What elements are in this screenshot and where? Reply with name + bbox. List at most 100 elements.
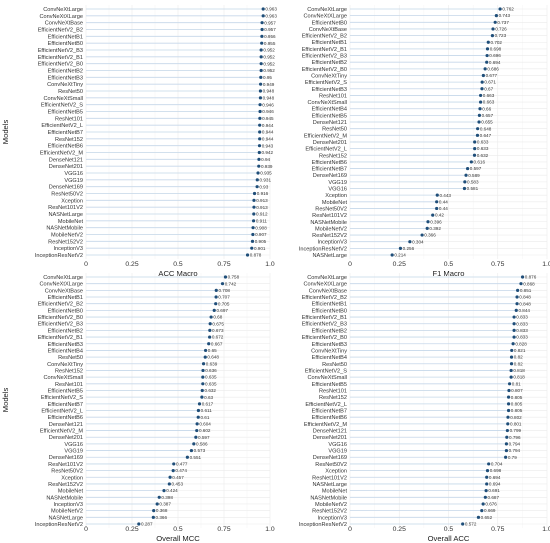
data-label: 0.663 <box>483 93 495 98</box>
data-label: 0.589 <box>468 173 480 178</box>
data-label: 0.366 <box>424 233 436 238</box>
data-label: 0.635 <box>205 381 217 386</box>
category-label: EfficientNetB2 <box>312 328 347 334</box>
data-point <box>476 515 481 519</box>
data-label: 0.805 <box>511 395 523 400</box>
category-label: ResNet101V2 <box>312 213 347 219</box>
category-label: VGG19 <box>328 180 347 186</box>
data-label: 0.474 <box>175 468 187 473</box>
data-label: 0.44 <box>439 199 448 204</box>
data-point <box>481 73 485 78</box>
data-point <box>252 205 256 209</box>
data-point <box>203 355 207 359</box>
data-point <box>201 362 206 366</box>
data-point <box>259 75 263 79</box>
data-point <box>200 388 204 393</box>
data-label: 0.655 <box>481 120 493 125</box>
category-label: DenseNet121 <box>49 422 83 428</box>
data-point <box>479 93 483 98</box>
category-label: VGG19 <box>64 178 83 184</box>
category-label: EfficientNetV2_B3 <box>38 48 83 54</box>
x-tick-label: 0.75 <box>491 526 504 533</box>
data-label: 0.963 <box>265 7 277 12</box>
data-point <box>498 7 502 11</box>
data-label: 0.963 <box>265 13 277 18</box>
category-label: EfficientNetV2_S <box>41 103 83 109</box>
data-label: 0.81 <box>512 381 521 386</box>
category-label: MobileNet <box>58 489 84 495</box>
category-label: EfficientNetB5 <box>48 110 83 116</box>
data-label: 0.698 <box>490 468 502 473</box>
data-point <box>245 253 250 257</box>
data-point <box>475 133 480 137</box>
y-axis-title: Models <box>1 120 10 145</box>
category-label: DenseNet169 <box>49 455 83 461</box>
category-label: EfficientNetB6 <box>48 415 83 421</box>
data-point <box>195 422 199 426</box>
data-label: 0.586 <box>196 441 208 446</box>
data-label: 0.833 <box>516 335 528 340</box>
category-label: MobileNetV2 <box>315 226 347 232</box>
data-point <box>512 315 516 319</box>
category-label: EfficientNetV2_B1 <box>302 315 347 321</box>
data-label: 0.65 <box>208 348 217 353</box>
data-label: 0.912 <box>256 212 268 217</box>
data-point <box>259 55 263 59</box>
category-label: EfficientNetV2_B1 <box>302 47 347 53</box>
data-label: 0.833 <box>516 321 528 326</box>
data-label: 0.443 <box>439 193 451 198</box>
data-label: 0.905 <box>255 239 267 244</box>
data-point <box>220 282 225 286</box>
data-point <box>212 308 216 312</box>
category-label: EfficientNetV2_L <box>41 123 83 129</box>
category-label: EfficientNetV2_L <box>305 147 347 153</box>
data-point <box>511 342 515 346</box>
data-label: 0.657 <box>482 113 494 118</box>
data-point <box>258 109 262 114</box>
data-label: 0.387 <box>159 502 171 507</box>
data-label: 0.632 <box>204 388 216 393</box>
data-point <box>425 226 429 231</box>
category-label: EfficientNetV2_B0 <box>302 335 347 341</box>
data-point <box>260 34 264 38</box>
data-label: 0.632 <box>477 153 489 158</box>
x-tick-label: 0.25 <box>393 526 406 533</box>
data-label: 0.848 <box>519 301 531 306</box>
data-point <box>473 140 477 144</box>
data-point <box>171 468 175 473</box>
data-label: 0.844 <box>518 308 530 313</box>
data-label: 0.818 <box>513 375 525 380</box>
data-point <box>207 342 211 346</box>
data-label: 0.304 <box>412 239 424 244</box>
data-label: 0.82 <box>514 361 523 366</box>
data-label: 0.635 <box>205 375 217 380</box>
data-point <box>155 502 159 506</box>
data-point <box>507 382 512 386</box>
data-point <box>157 495 161 499</box>
category-label: EfficientNetB6 <box>312 415 347 421</box>
data-label: 0.457 <box>172 475 184 480</box>
data-point <box>462 186 467 191</box>
category-label: ResNet50V2 <box>51 469 83 475</box>
data-label: 0.94 <box>261 157 270 162</box>
data-point <box>197 402 202 406</box>
category-label: VGG19 <box>64 449 83 455</box>
data-label: 0.581 <box>467 186 479 191</box>
category-label: NASNetMobile <box>310 495 347 501</box>
data-label: 0.698 <box>490 46 502 51</box>
data-label: 0.948 <box>263 89 275 94</box>
category-label: MobileNet <box>58 219 84 225</box>
data-point <box>476 127 480 131</box>
category-label: EfficientNetV2_M <box>304 422 347 428</box>
category-label: EfficientNetV2_B2 <box>38 28 83 34</box>
data-point <box>152 509 156 513</box>
panel-3: 0 0.25 0.5 0.75 1.0 0.876 ConvNeXtLarge 0.868 Co… <box>299 273 550 543</box>
data-label: 0.833 <box>516 328 528 333</box>
data-label: 0.952 <box>263 68 275 73</box>
category-label: ConvNeXtTiny <box>311 73 347 79</box>
data-label: 0.942 <box>262 150 274 155</box>
data-label: 0.828 <box>515 341 527 346</box>
data-label: 0.67 <box>484 86 493 91</box>
